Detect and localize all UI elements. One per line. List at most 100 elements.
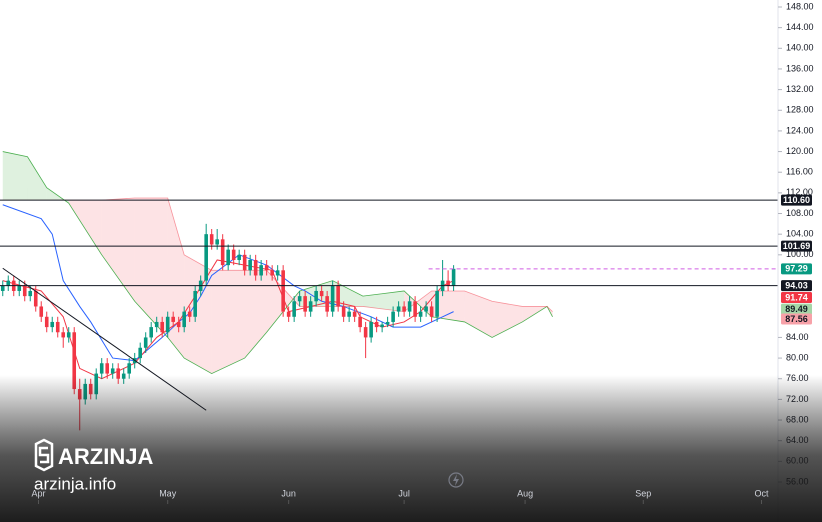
candle-body <box>44 316 49 328</box>
candle-body <box>451 268 456 286</box>
candle-body <box>369 321 373 338</box>
candle-body <box>105 363 110 374</box>
candle-body <box>143 337 148 348</box>
candle-body <box>33 290 38 307</box>
candle-body <box>204 234 208 281</box>
y-tick-label: 132.00 <box>786 84 814 94</box>
candle-body <box>165 316 170 333</box>
level-label: 87.56 <box>785 314 808 324</box>
level-label: 91.74 <box>785 292 808 302</box>
candle-body <box>110 368 115 374</box>
x-axis: Apr May Jun Jul Aug Sep Oct <box>31 488 769 504</box>
x-tick-label: May <box>159 488 177 498</box>
x-tick-label: Jul <box>398 488 410 498</box>
brand-site: arzinja.info <box>34 474 116 493</box>
x-tick-label: Apr <box>31 488 45 498</box>
candle-body <box>352 311 357 317</box>
candle-body <box>55 321 60 333</box>
candle-body <box>193 290 197 317</box>
candle-body <box>418 311 423 317</box>
level-label: 89.49 <box>785 304 808 314</box>
candle-body <box>28 290 33 297</box>
x-tick-label: Oct <box>754 488 769 498</box>
y-tick-label: 84.00 <box>786 332 809 342</box>
level-label-box <box>781 291 812 303</box>
y-tick-label: 116.00 <box>786 167 813 177</box>
cloud-segment <box>167 198 185 359</box>
candle-body <box>0 285 5 291</box>
cloud-segment <box>101 198 135 302</box>
candle-body <box>435 290 439 317</box>
x-tick-label: Aug <box>517 488 533 498</box>
cloud-span-a <box>2 151 553 375</box>
candle-body <box>248 259 252 271</box>
level-label: 101.69 <box>783 241 811 251</box>
candle-body <box>358 316 362 328</box>
candle-body <box>446 280 450 286</box>
y-tick-label: 108.00 <box>786 208 814 218</box>
candle-body <box>319 290 324 297</box>
cloud-segment <box>68 200 102 255</box>
cloud-segment <box>492 301 523 338</box>
y-tick-label: 100.00 <box>786 249 814 259</box>
candle-body <box>220 239 225 266</box>
candle-body <box>154 321 159 328</box>
candle-body <box>231 249 236 260</box>
cloud-segment <box>332 280 363 307</box>
candle-body <box>374 321 379 328</box>
brand-name: ARZINJA <box>58 444 153 469</box>
cloud-segment <box>2 151 28 201</box>
cloud-segment <box>244 270 267 359</box>
cloud-segment <box>27 156 47 201</box>
candle-body <box>413 301 417 317</box>
candle-body <box>242 254 247 271</box>
candle-body <box>275 270 280 276</box>
candle-body <box>226 249 230 266</box>
candle-body <box>292 301 296 317</box>
level-label: 110.60 <box>783 195 810 205</box>
candle-body <box>176 321 181 328</box>
plot-area <box>0 151 778 431</box>
brand-logo: ARZINJA arzinja.info <box>34 438 153 493</box>
candle-body <box>171 316 175 322</box>
candle-body <box>160 321 164 333</box>
level-label-box <box>781 194 812 206</box>
candle-body <box>303 296 307 312</box>
level-label-box <box>781 240 812 252</box>
cloud-segment <box>362 290 405 312</box>
candle-body <box>429 306 434 317</box>
y-tick-label: 120.00 <box>786 146 814 156</box>
y-tick-label: 136.00 <box>786 63 814 73</box>
level-label-box <box>781 280 812 292</box>
x-tick-label: Sep <box>635 488 651 498</box>
level-label: 97.29 <box>785 264 808 274</box>
candle-body <box>61 332 66 338</box>
candle-body <box>259 265 263 276</box>
y-tick-label: 128.00 <box>786 105 814 115</box>
candle-body <box>396 306 401 312</box>
y-tick-label: 144.00 <box>786 22 814 32</box>
y-tick-label: 124.00 <box>786 125 814 135</box>
y-tick-label: 80.00 <box>786 352 809 362</box>
candle-body <box>187 311 192 317</box>
level-label-box <box>781 263 812 275</box>
candle-body <box>325 296 329 312</box>
cloud-segment <box>134 198 168 338</box>
candle-body <box>66 332 71 338</box>
candle-body <box>138 347 143 359</box>
candle-body <box>39 306 44 317</box>
candle-body <box>336 285 340 307</box>
candle-body <box>407 301 412 312</box>
candle-body <box>127 363 132 374</box>
candle-body <box>424 306 428 312</box>
candle-body <box>363 327 368 338</box>
candle-body <box>22 285 27 297</box>
candle-body <box>314 290 318 302</box>
y-tick-label: 112.00 <box>786 187 813 197</box>
candle-body <box>253 259 258 276</box>
cloud-segment <box>431 290 465 322</box>
candle-body <box>215 239 219 245</box>
candle-body <box>385 321 390 325</box>
candle-body <box>99 363 104 374</box>
